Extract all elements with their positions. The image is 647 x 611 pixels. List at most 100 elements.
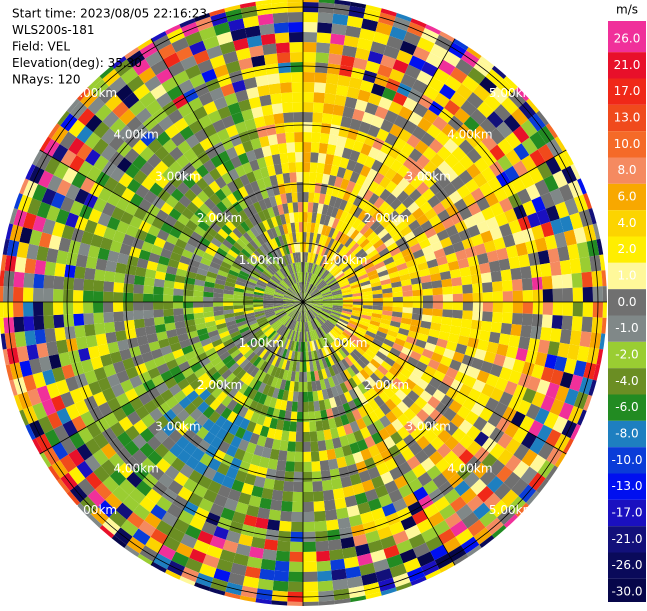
radar-gate <box>295 302 303 310</box>
radar-gate <box>288 330 294 341</box>
radar-gate <box>303 232 307 243</box>
radar-gate <box>261 323 271 332</box>
radar-gate <box>372 31 390 46</box>
radar-gate <box>214 360 226 372</box>
radar-gate <box>456 184 471 199</box>
radar-gate <box>125 366 139 380</box>
radar-gate <box>319 256 326 267</box>
radar-gate <box>94 482 113 500</box>
radar-gate <box>33 302 44 317</box>
radar-gate <box>357 553 373 567</box>
radar-gate <box>343 201 353 213</box>
radar-gate <box>263 478 275 490</box>
radar-gate <box>415 232 428 243</box>
radar-gate <box>319 326 327 336</box>
radar-gate <box>346 226 356 238</box>
radar-gate <box>261 487 274 500</box>
radar-gate <box>376 462 390 476</box>
radar-gate <box>337 74 351 87</box>
radar-gate <box>303 22 318 33</box>
radar-gate <box>352 245 363 256</box>
radar-gate <box>330 342 339 353</box>
radar-gate <box>267 73 281 85</box>
radar-gate <box>92 448 109 466</box>
radar-gate <box>368 273 380 281</box>
radar-gate <box>362 352 373 363</box>
radar-gate <box>315 265 322 276</box>
radar-gate <box>357 343 368 353</box>
radar-gate <box>53 275 65 290</box>
radar-gate <box>338 64 353 78</box>
radar-gate <box>284 359 291 371</box>
radar-gate <box>303 282 306 293</box>
radar-gate <box>352 57 368 71</box>
radar-gate <box>328 317 338 324</box>
radar-gate <box>312 232 318 244</box>
radar-gate <box>356 326 367 334</box>
radar-gate <box>265 312 276 319</box>
radar-gate <box>502 182 517 198</box>
radar-gate <box>351 312 362 318</box>
radar-gate <box>317 315 326 324</box>
radar-gate <box>505 438 522 455</box>
radar-gate <box>274 308 285 313</box>
radar-gate <box>289 309 297 318</box>
radar-gate <box>452 302 463 311</box>
radar-gate <box>424 365 437 377</box>
radar-gate <box>141 351 154 363</box>
radar-gate <box>259 360 268 372</box>
radar-gate <box>246 556 263 569</box>
radar-gate <box>291 192 298 203</box>
radar-gate <box>332 437 342 449</box>
radar-gate <box>294 142 303 153</box>
radar-gate <box>310 287 318 296</box>
radar-gate <box>308 309 316 319</box>
radar-gate <box>173 372 186 384</box>
radar-gate <box>307 212 313 223</box>
radar-gate <box>340 284 351 290</box>
radar-gate <box>359 164 372 178</box>
radar-gate <box>362 298 373 302</box>
radar-gate <box>339 371 348 383</box>
radar-gate <box>269 397 278 409</box>
radar-gate <box>530 264 542 278</box>
radar-gate <box>403 183 417 196</box>
radar-gate <box>332 302 343 305</box>
radar-gate <box>252 329 263 338</box>
radar-gate <box>51 442 69 460</box>
radar-gate <box>359 426 372 440</box>
radar-gate <box>188 335 201 346</box>
radar-gate <box>160 389 174 402</box>
radar-gate <box>323 335 331 346</box>
radar-gate <box>277 312 287 319</box>
radar-gate <box>403 420 417 435</box>
radar-gate <box>439 270 452 281</box>
radar-gate <box>375 150 388 164</box>
radar-gate <box>444 75 462 92</box>
radar-gate <box>232 390 244 403</box>
radar-gate <box>354 47 371 61</box>
radar-gate <box>361 479 375 493</box>
radar-gate <box>184 402 197 416</box>
radar-gate <box>512 302 523 314</box>
radar-gate <box>237 394 248 406</box>
radar-gate <box>310 320 316 331</box>
radar-gate <box>41 398 57 416</box>
radar-gate <box>378 493 393 508</box>
radar-gate <box>452 241 465 253</box>
radar-gate <box>84 323 96 337</box>
radar-gate <box>63 276 75 290</box>
radar-gate <box>334 255 344 265</box>
radar-gate <box>303 521 316 532</box>
radar-gate <box>531 196 546 213</box>
radar-gate <box>402 290 413 297</box>
radar-gate <box>491 281 503 293</box>
radar-gate <box>262 548 277 561</box>
radar-gate <box>398 327 410 336</box>
radar-gate <box>201 521 217 536</box>
radar-gate <box>143 302 154 311</box>
radar-gate <box>193 483 208 499</box>
radar-gate <box>367 345 379 355</box>
radar-gate <box>300 331 303 342</box>
radar-gate <box>447 333 460 344</box>
